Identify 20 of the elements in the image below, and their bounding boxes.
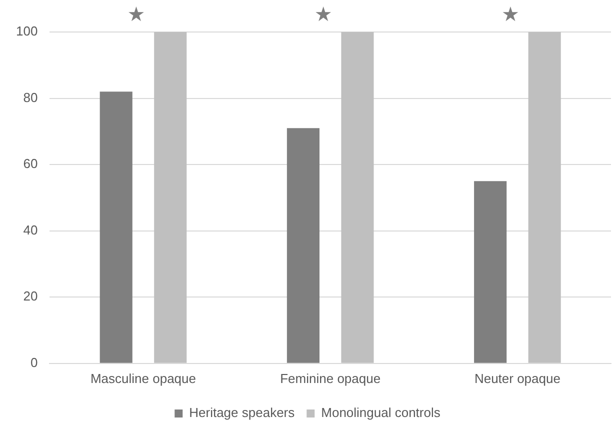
y-tick-label: 60 <box>23 156 38 172</box>
legend-label: Heritage speakers <box>189 405 296 420</box>
text: ★ <box>314 2 332 26</box>
y-tick-label: 20 <box>23 288 38 304</box>
bar <box>154 32 187 363</box>
x-tick-label: Neuter opaque <box>474 370 560 386</box>
bar <box>474 181 507 363</box>
y-tick-label: 0 <box>30 354 38 370</box>
bar <box>341 32 374 363</box>
bar <box>528 32 561 363</box>
text: ★ <box>501 2 520 26</box>
y-tick-label: 40 <box>23 222 38 238</box>
bar <box>100 92 132 363</box>
y-tick-label: 80 <box>23 90 38 105</box>
y-tick-label: 100 <box>16 24 38 39</box>
bar <box>286 128 320 363</box>
legend-label: Monolingual controls <box>321 405 441 420</box>
x-tick-label: Feminine opaque <box>280 370 381 386</box>
x-tick-label: Masculine opaque <box>90 370 196 386</box>
text: ★ <box>127 2 146 26</box>
